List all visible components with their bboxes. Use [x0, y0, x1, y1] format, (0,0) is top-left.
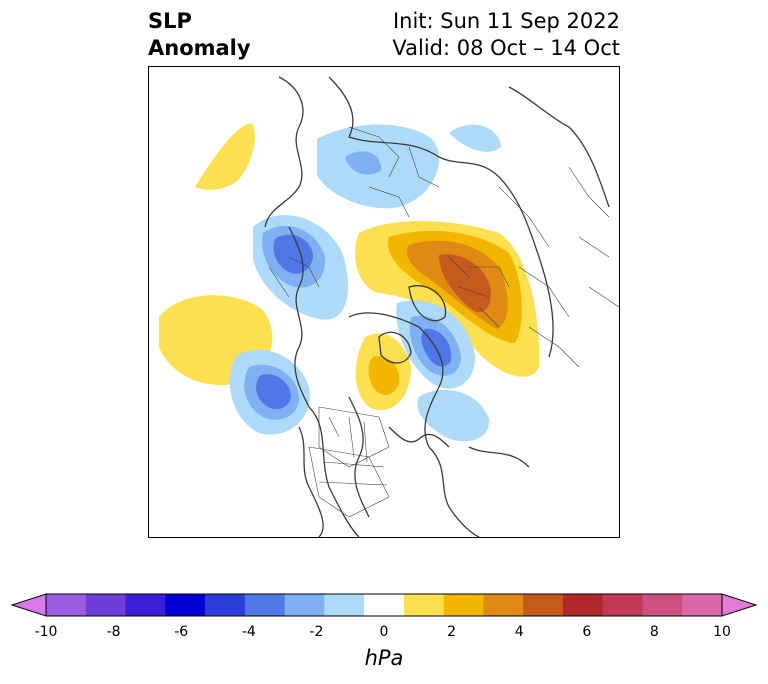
- colorbar-tick-label: 2: [447, 624, 457, 640]
- colorbar-tick-label: 8: [649, 624, 659, 640]
- colorbar-tick-label: 10: [713, 624, 731, 640]
- colorbar-tick-label: -10: [34, 624, 58, 640]
- political-borders: [268, 126, 619, 518]
- slp-anomaly-map: [148, 66, 620, 538]
- anomaly-fills: [159, 123, 540, 442]
- colorbar-bin: [443, 594, 484, 616]
- valid-dates: Valid: 08 Oct – 14 Oct: [392, 36, 620, 60]
- colorbar-bin: [642, 594, 683, 616]
- colorbar-tick-label: 4: [514, 624, 524, 640]
- colorbar-bin: [125, 594, 166, 616]
- colorbar-bin: [562, 594, 604, 616]
- anomaly-atlantic-low: [417, 389, 490, 442]
- colorbar-bin: [602, 594, 643, 616]
- colorbar-bin: [165, 594, 206, 616]
- coastlines: [264, 76, 610, 537]
- init-date: Init: Sun 11 Sep 2022: [392, 9, 620, 33]
- colorbar-unit-label: hPa: [364, 646, 404, 670]
- colorbar-bin: [324, 594, 365, 616]
- colorbar-bin: [244, 594, 286, 616]
- colorbar-tick-label: -6: [174, 624, 189, 640]
- colorbar-tick-label: -2: [309, 624, 324, 640]
- colorbar: [10, 593, 758, 617]
- colorbar-bin: [46, 594, 87, 616]
- colorbar-tick-label: -4: [241, 624, 256, 640]
- map-title: SLP Anomaly: [148, 8, 251, 62]
- anomaly-pacific-high: [195, 123, 255, 190]
- colorbar-bin: [205, 594, 246, 616]
- colorbar-bin: [364, 594, 405, 616]
- colorbar-over-arrow: [721, 593, 758, 617]
- colorbar-tick-label: -8: [106, 624, 121, 640]
- colorbar-bin: [403, 594, 445, 616]
- colorbar-bin: [483, 594, 524, 616]
- map-canvas: [159, 76, 619, 537]
- title-line-1: SLP: [148, 9, 192, 33]
- colorbar-bin: [284, 594, 325, 616]
- anomaly-canada-high-core: [368, 356, 400, 395]
- colorbar-bin: [85, 594, 127, 616]
- colorbar-border: [45, 593, 723, 617]
- anomaly-siberia-high-core: [439, 254, 491, 313]
- colorbar-under-arrow: [10, 593, 47, 617]
- colorbar-bin: [682, 594, 723, 616]
- title-line-2: Anomaly: [148, 36, 251, 60]
- anomaly-europe-low-core: [345, 151, 382, 175]
- date-info: Init: Sun 11 Sep 2022 Valid: 08 Oct – 14…: [392, 8, 620, 62]
- colorbar-tick-label: 6: [582, 624, 592, 640]
- anomaly-europe-low-2: [449, 124, 501, 152]
- colorbar-tick-label: 0: [379, 624, 389, 640]
- colorbar-bin: [523, 594, 564, 616]
- anomaly-alaska-low-core: [256, 374, 291, 410]
